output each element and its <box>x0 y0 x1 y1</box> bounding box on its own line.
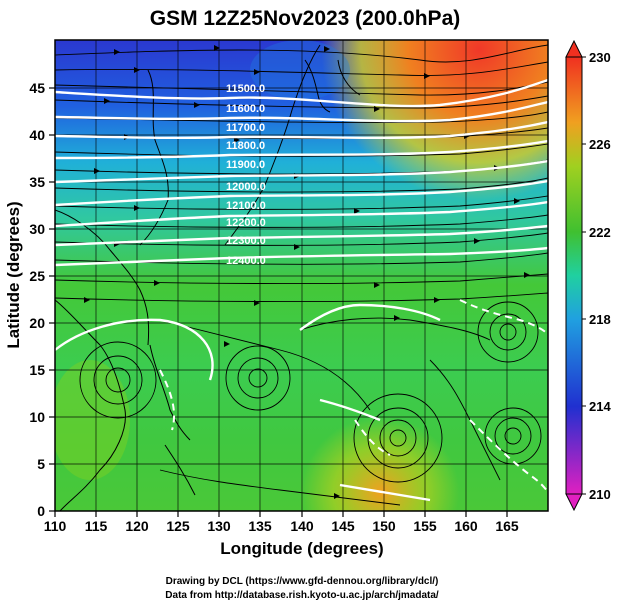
x-tick-label: 165 <box>495 518 519 534</box>
warm-region-south <box>55 40 548 511</box>
x-tick-label: 155 <box>413 518 437 534</box>
x-tick-label: 160 <box>454 518 478 534</box>
x-tick-label: 135 <box>248 518 272 534</box>
x-tick-label: 115 <box>85 518 108 534</box>
coastlines <box>55 44 361 511</box>
contour-label-group: 11500.0 11600.0 11700.0 11800.0 11900.0 … <box>226 83 266 267</box>
y-tick-label: 20 <box>29 315 45 331</box>
y-tick-label: 0 <box>37 503 45 519</box>
y-tick-label: 5 <box>37 456 45 472</box>
graticule <box>55 40 548 511</box>
x-axis-label: Longitude (degrees) <box>220 539 383 558</box>
y-tick-label: 25 <box>29 268 45 284</box>
colorbar-tick-label: 230 <box>589 50 611 65</box>
contour-label: 11900.0 <box>226 159 265 171</box>
x-tick-label: 140 <box>290 518 314 534</box>
x-tick-label: 145 <box>331 518 355 534</box>
colorbar-tick-label: 226 <box>589 137 611 152</box>
colorbar-top-arrow <box>565 39 583 58</box>
contour-label: 12000.0 <box>226 181 266 193</box>
chart-title: GSM 12Z25Nov2023 (200.0hPa) <box>150 7 461 30</box>
cool-patch-north <box>250 40 350 100</box>
warm-patch-west <box>55 360 130 480</box>
height-contours-dashed <box>159 299 548 493</box>
x-tick-label: 130 <box>207 518 231 534</box>
y-axis-label: Latitude (degrees) <box>4 201 23 348</box>
colorbar-bottom-arrow <box>565 493 583 512</box>
contour-label: 11600.0 <box>226 103 265 115</box>
colorbar-tick-label: 218 <box>589 312 611 327</box>
y-tick-labels: 0 5 10 15 20 25 30 35 40 45 <box>29 80 45 519</box>
x-tick-label: 150 <box>372 518 396 534</box>
contour-label: 11700.0 <box>226 122 265 134</box>
y-tick-label: 40 <box>29 127 45 143</box>
axis-ticks <box>49 87 508 517</box>
x-tick-label: 110 <box>44 518 67 534</box>
contour-label: 12100.0 <box>226 200 266 212</box>
y-tick-label: 35 <box>29 174 45 190</box>
y-tick-label: 15 <box>29 362 45 378</box>
colorbar-tick-label: 214 <box>589 399 611 414</box>
contour-label: 12300.0 <box>226 235 266 247</box>
x-tick-labels: 110 115 120 125 130 135 140 145 150 155 … <box>44 518 519 534</box>
contour-label: 11800.0 <box>226 140 265 152</box>
contour-label: 11500.0 <box>226 83 265 95</box>
x-tick-label: 125 <box>166 518 190 534</box>
x-tick-label: 120 <box>125 518 149 534</box>
colorbar-tick-label: 210 <box>589 487 611 502</box>
colorbar: 230 226 222 218 214 210 <box>565 39 611 512</box>
credit-line-drawing: Drawing by DCL (https://www.gfd-dennou.o… <box>166 576 439 587</box>
height-contours <box>55 78 548 502</box>
contour-label: 12400.0 <box>226 255 266 267</box>
map-plot-area: 11500.0 11600.0 11700.0 11800.0 11900.0 … <box>55 40 548 511</box>
y-tick-label: 10 <box>29 409 45 425</box>
y-tick-label: 45 <box>29 80 45 96</box>
colorbar-body <box>565 56 583 495</box>
colorbar-tick-label: 222 <box>589 225 611 240</box>
contour-label: 12200.0 <box>226 217 266 229</box>
credit-line-data: Data from http://database.rish.kyoto-u.a… <box>165 590 439 601</box>
y-tick-label: 30 <box>29 221 45 237</box>
